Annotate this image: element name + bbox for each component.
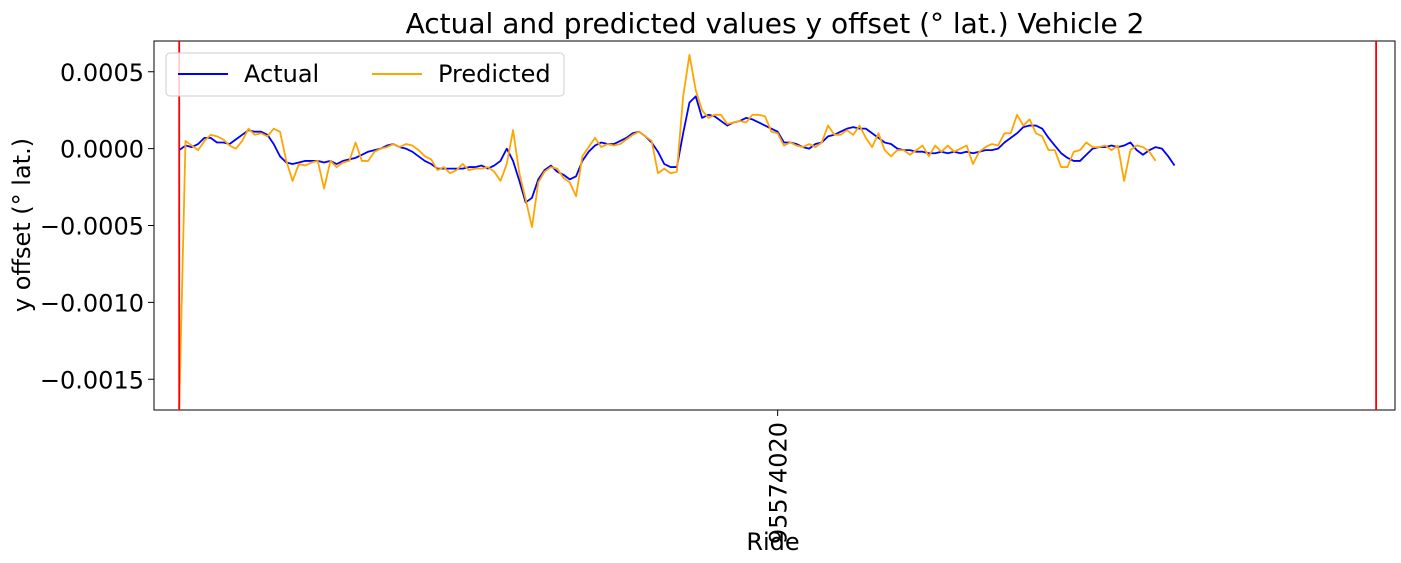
plot-area bbox=[153, 40, 1396, 411]
reference-lines bbox=[178, 41, 1378, 410]
legend-box bbox=[165, 52, 565, 97]
x-axis: 95574020 bbox=[765, 410, 793, 544]
legend: Actual Predicted bbox=[165, 52, 565, 97]
y-tick-label: 0.0005 bbox=[60, 59, 144, 87]
legend-label-actual: Actual bbox=[244, 60, 319, 88]
y-tick-label: −0.0010 bbox=[40, 289, 144, 317]
y-tick-label: −0.0015 bbox=[40, 366, 144, 394]
x-tick-label: 95574020 bbox=[765, 422, 793, 544]
y-tick-label: −0.0005 bbox=[40, 213, 144, 241]
legend-label-predicted: Predicted bbox=[438, 60, 551, 88]
series-line-predicted bbox=[178, 53, 1157, 411]
y-axis: 0.0005 0.0000 −0.0005 −0.0010 −0.0015 bbox=[40, 59, 154, 394]
plot-frame bbox=[153, 40, 1396, 411]
chart-title: Actual and predicted values y offset (° … bbox=[406, 7, 1145, 40]
x-axis-label: Ride bbox=[746, 528, 799, 556]
series-layer bbox=[178, 53, 1176, 411]
y-axis-label: y offset (° lat.) bbox=[8, 138, 36, 312]
y-tick-label: 0.0000 bbox=[60, 136, 144, 164]
